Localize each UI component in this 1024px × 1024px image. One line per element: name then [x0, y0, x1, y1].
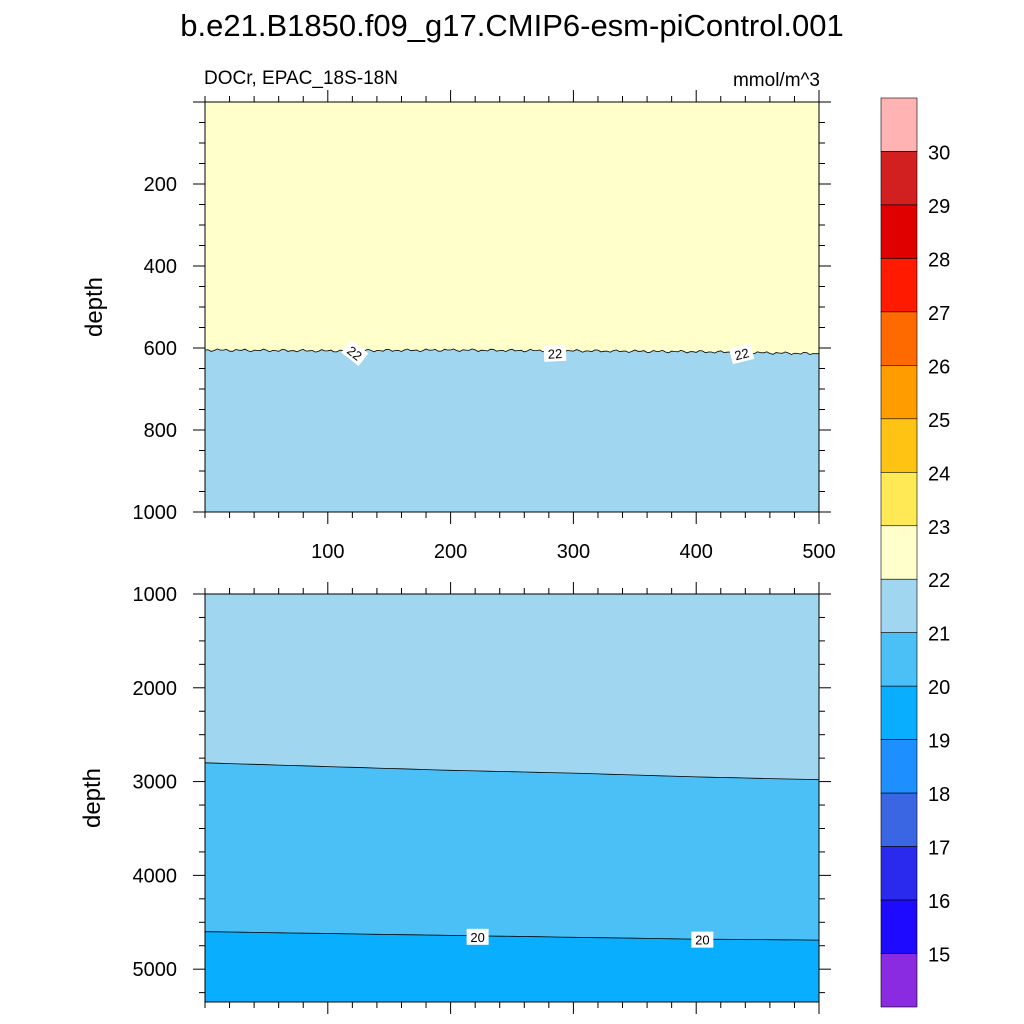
colorbar-swatch-c20_21	[880, 632, 918, 687]
upper-band-below-22	[205, 348, 819, 512]
lower-ytick-label: 5000	[133, 959, 178, 981]
upper-ytick-label: 400	[144, 256, 177, 278]
upper-ytick-label: 1000	[133, 502, 178, 524]
colorbar-swatch-c19_20	[880, 685, 918, 740]
upper-xtick-label: 300	[557, 541, 590, 563]
upper-contour-line-22	[205, 348, 819, 355]
lower-contour-label-text: 20	[470, 930, 484, 945]
upper-xtick-label: 100	[311, 541, 344, 563]
colorbar-swatch-c28_29	[880, 204, 918, 259]
colorbar-swatch-below_15	[880, 953, 918, 1008]
colorbar-swatch-c17_18	[880, 792, 918, 847]
colorbar-label: 20	[928, 677, 950, 699]
colorbar-swatch-c25_26	[880, 365, 918, 420]
lower-ytick-label: 2000	[133, 678, 178, 700]
upper-xtick-label: 200	[434, 541, 467, 563]
lower-band-below-20	[205, 931, 819, 1002]
colorbar-label: 28	[928, 249, 950, 271]
colorbar-label: 21	[928, 624, 950, 646]
lower-contour-line-20	[205, 931, 819, 941]
colorbar-label: 19	[928, 731, 950, 753]
lower-contour-line-21	[205, 762, 819, 781]
colorbar-swatch-c18_19	[880, 739, 918, 794]
colorbar-label: 23	[928, 517, 950, 539]
colorbar-swatch-c23_24	[880, 471, 918, 527]
upper-contour-label-text: 22	[733, 345, 751, 363]
colorbar-label: 30	[928, 142, 950, 164]
chart-units: mmol/m^3	[733, 70, 820, 91]
colorbar-swatch-c27_28	[880, 258, 918, 313]
upper-contour-label-text: 22	[547, 346, 562, 362]
colorbar-swatch-c21_22	[880, 578, 918, 634]
colorbar-label: 29	[928, 196, 950, 218]
colorbar-swatch-c15_16	[880, 899, 918, 954]
lower-ytick-label: 1000	[133, 584, 178, 606]
upper-contour-label: 22	[543, 344, 567, 362]
colorbar-label: 15	[928, 945, 950, 967]
chart-title: b.e21.B1850.f09_g17.CMIP6-esm-piControl.…	[180, 8, 843, 43]
colorbar-swatch-c16_17	[880, 846, 918, 901]
colorbar-swatch-c26_27	[880, 311, 918, 366]
upper-xtick-label: 400	[680, 541, 713, 563]
colorbar-label: 22	[928, 570, 950, 592]
colorbar-label: 18	[928, 784, 950, 806]
colorbar-label: 27	[928, 303, 950, 325]
chart-subtitle: DOCr, EPAC_18S-18N	[204, 68, 398, 89]
upper-panel: 22 22 22 100 200 300 400 500 200 400 600 800 1000 dep…	[81, 90, 836, 563]
colorbar: 15 16 17 18 19 20 21 22 23 24 25 26 27 28 29 30	[880, 97, 950, 1008]
lower-frame	[204, 593, 820, 1003]
colorbar-label: 16	[928, 891, 950, 913]
colorbar-swatch-c24_25	[880, 418, 918, 473]
upper-xtick-label: 500	[802, 541, 835, 563]
lower-contour-label: 20	[466, 928, 489, 945]
colorbar-label: 25	[928, 410, 950, 432]
lower-contour-label: 20	[691, 931, 714, 948]
upper-ytick-label: 200	[144, 174, 177, 196]
lower-contour-label-text: 20	[695, 933, 709, 948]
colorbar-swatch-c29_30	[880, 151, 918, 206]
colorbar-swatch-above_30	[880, 97, 918, 152]
upper-contour-label: 22	[341, 339, 369, 366]
lower-ytick-label: 3000	[133, 772, 178, 794]
lower-ylabel: depth	[79, 768, 106, 828]
colorbar-label: 24	[928, 463, 950, 485]
upper-ylabel: depth	[81, 277, 108, 337]
upper-ytick-label: 800	[144, 420, 177, 442]
colorbar-label: 26	[928, 356, 950, 378]
upper-contour-label: 22	[729, 343, 755, 365]
colorbar-label: 17	[928, 838, 950, 860]
colorbar-swatch-c22_23	[880, 525, 918, 580]
lower-panel: 20 20 1000 2000 3000 4000 5000 depth	[79, 582, 831, 1014]
lower-ytick-label: 4000	[133, 865, 178, 887]
upper-ytick-label: 600	[144, 338, 177, 360]
